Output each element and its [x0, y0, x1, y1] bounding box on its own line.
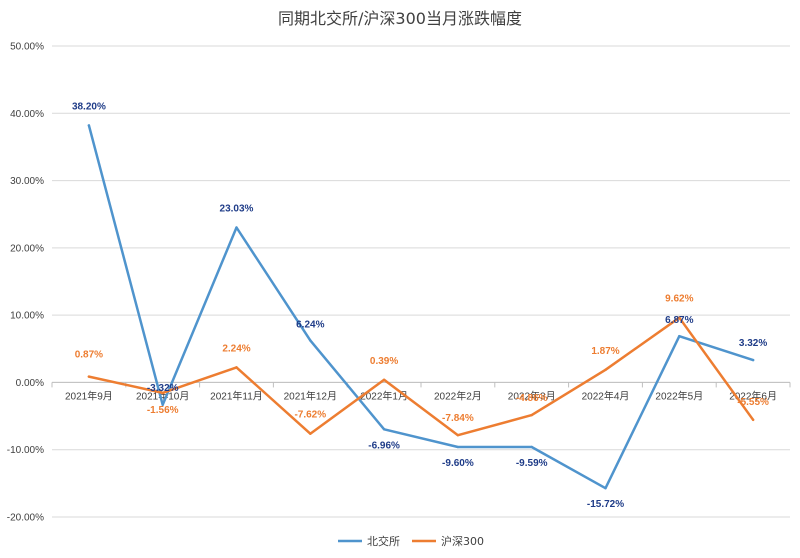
- data-point: [235, 366, 238, 369]
- series-lines: [87, 124, 755, 490]
- data-point: [751, 418, 755, 421]
- x-tick-label: 2022年6月: [729, 389, 777, 402]
- legend: 北交所 沪深300: [338, 534, 484, 548]
- data-point: [309, 339, 312, 342]
- data-point: [678, 335, 681, 338]
- data-point: [161, 403, 164, 406]
- series-line-1: [87, 316, 755, 437]
- data-labels: 38.20% -3.32% 23.03% 6.24% -6.96% -9.60% -9.59…: [72, 101, 769, 510]
- data-point: [456, 445, 460, 449]
- data-label: 3.32%: [739, 338, 767, 349]
- data-label: 6.24%: [296, 319, 324, 330]
- data-label: 6.87%: [665, 315, 693, 326]
- data-point: [678, 316, 681, 319]
- y-tick-label: 10.00%: [10, 311, 44, 322]
- x-tick-label: 2022年1月: [360, 389, 408, 402]
- data-label: -9.60%: [442, 458, 474, 469]
- data-point: [309, 432, 312, 435]
- chart-title: 同期北交所/沪深300当月涨跌幅度: [278, 9, 522, 28]
- legend-label: 沪深300: [441, 534, 484, 548]
- legend-label: 北交所: [367, 534, 400, 548]
- x-tick-label: 2021年11月: [210, 389, 263, 402]
- data-label: -15.72%: [587, 499, 624, 510]
- data-label: 2.24%: [222, 343, 250, 354]
- data-label: 0.87%: [75, 350, 103, 361]
- data-label: -1.56%: [147, 405, 179, 416]
- data-label: -7.62%: [294, 410, 326, 421]
- data-point: [382, 378, 386, 382]
- y-axis-tick-labels: -20.00% -10.00% 0.00% 10.00% 20.00% 30.00% 40.…: [7, 42, 44, 524]
- data-point: [530, 413, 533, 417]
- x-tick-label: 2022年4月: [582, 389, 630, 402]
- data-label: 9.62%: [665, 294, 693, 305]
- data-label: -3.32%: [147, 383, 179, 394]
- data-point: [604, 487, 607, 490]
- data-point: [87, 124, 91, 127]
- y-tick-label: 50.00%: [10, 42, 44, 53]
- series-line-0: [87, 124, 755, 490]
- x-tick-label: 2021年9月: [65, 389, 113, 402]
- data-point: [604, 368, 607, 372]
- x-axis-tick-labels: 2021年9月 2021年10月 2021年11月 2021年12月 2022年1月 20…: [65, 389, 777, 402]
- data-label: -4.86%: [516, 393, 548, 404]
- data-label: 23.03%: [220, 203, 254, 214]
- x-tick-label: 2022年5月: [655, 389, 703, 402]
- data-point: [235, 226, 238, 229]
- data-point: [751, 358, 755, 362]
- x-tick-label: 2022年2月: [434, 389, 482, 402]
- x-axis: [51, 381, 791, 388]
- x-tick-label: 2021年12月: [284, 389, 337, 402]
- data-label: -6.96%: [368, 440, 400, 451]
- data-point: [530, 445, 533, 449]
- data-label: -7.84%: [442, 413, 474, 424]
- y-tick-label: 20.00%: [10, 243, 44, 254]
- y-tick-label: 30.00%: [10, 176, 44, 187]
- x-tick-label: 2021年10月: [136, 389, 189, 402]
- data-label: 0.39%: [370, 356, 398, 367]
- data-point: [456, 433, 460, 437]
- y-tick-label: 40.00%: [10, 109, 44, 120]
- data-point: [161, 391, 164, 395]
- y-tick-label: -20.00%: [7, 513, 44, 524]
- data-label: 38.20%: [72, 101, 106, 112]
- y-tick-label: -10.00%: [7, 445, 44, 456]
- data-label: 1.87%: [591, 346, 619, 357]
- data-label: -9.59%: [516, 458, 548, 469]
- data-point: [382, 428, 386, 431]
- data-point: [87, 375, 91, 378]
- y-tick-label: 0.00%: [16, 378, 44, 389]
- data-label: -5.55%: [737, 397, 769, 408]
- x-tick-label: 2022年3月: [508, 389, 556, 402]
